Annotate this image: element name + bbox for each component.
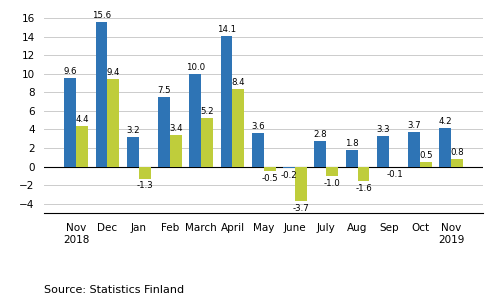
Bar: [408, 132, 420, 167]
Bar: [389, 167, 401, 168]
Bar: [420, 162, 432, 167]
Bar: [127, 137, 139, 167]
Bar: [158, 97, 170, 167]
Text: 4.4: 4.4: [75, 115, 89, 124]
Bar: [170, 135, 182, 167]
Bar: [76, 126, 88, 167]
Bar: [189, 74, 201, 167]
Bar: [96, 22, 107, 167]
Bar: [201, 118, 213, 167]
Text: -0.5: -0.5: [261, 174, 278, 183]
Text: -0.2: -0.2: [281, 171, 297, 180]
Text: 7.5: 7.5: [157, 86, 171, 95]
Text: 8.4: 8.4: [232, 78, 245, 87]
Bar: [346, 150, 357, 167]
Text: 9.6: 9.6: [64, 67, 77, 76]
Text: 2.8: 2.8: [314, 130, 327, 139]
Text: 15.6: 15.6: [92, 11, 111, 20]
Text: -3.7: -3.7: [292, 204, 309, 212]
Text: 5.2: 5.2: [200, 107, 214, 116]
Bar: [295, 167, 307, 201]
Text: 3.6: 3.6: [251, 122, 265, 131]
Text: Source: Statistics Finland: Source: Statistics Finland: [44, 285, 184, 295]
Bar: [139, 167, 150, 178]
Text: 9.4: 9.4: [106, 68, 120, 78]
Bar: [233, 89, 245, 167]
Text: 0.5: 0.5: [419, 151, 433, 160]
Bar: [252, 133, 264, 167]
Text: -1.3: -1.3: [136, 181, 153, 190]
Text: -1.6: -1.6: [355, 184, 372, 193]
Text: 10.0: 10.0: [186, 63, 205, 72]
Text: 4.2: 4.2: [439, 117, 452, 126]
Text: 0.8: 0.8: [451, 148, 464, 157]
Text: -0.1: -0.1: [387, 170, 403, 179]
Text: 3.7: 3.7: [407, 121, 421, 130]
Text: -1.0: -1.0: [324, 178, 341, 188]
Bar: [377, 136, 389, 167]
Text: 14.1: 14.1: [217, 25, 236, 34]
Bar: [439, 128, 451, 167]
Bar: [283, 167, 295, 168]
Bar: [451, 159, 463, 167]
Bar: [264, 167, 276, 171]
Text: 3.2: 3.2: [126, 126, 140, 135]
Bar: [107, 79, 119, 167]
Bar: [315, 140, 326, 167]
Text: 3.4: 3.4: [169, 124, 183, 133]
Text: 3.3: 3.3: [376, 125, 389, 134]
Bar: [64, 78, 76, 167]
Bar: [326, 167, 338, 176]
Text: 1.8: 1.8: [345, 139, 358, 148]
Bar: [357, 167, 369, 181]
Bar: [220, 36, 233, 167]
